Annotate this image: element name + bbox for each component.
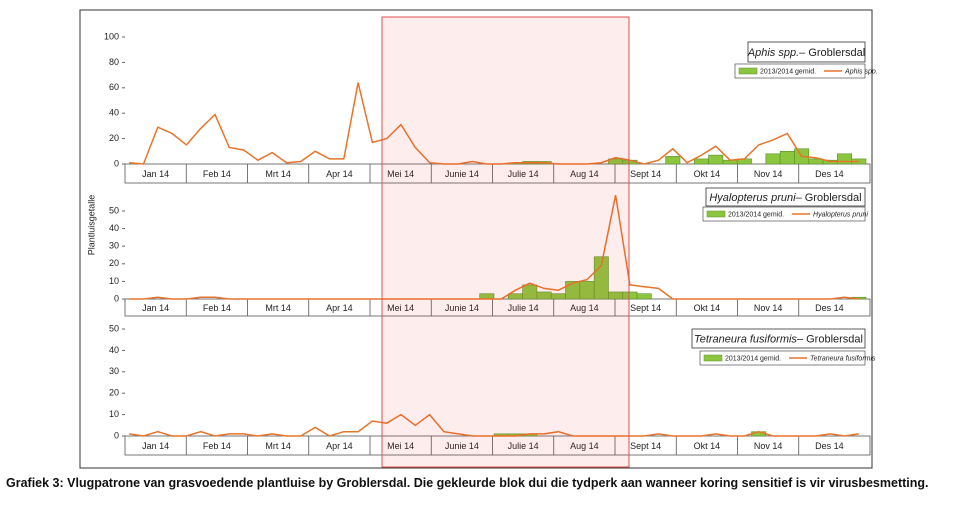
x-tick-label: Mrt 14 bbox=[265, 441, 291, 451]
x-tick-label: Sept 14 bbox=[630, 303, 661, 313]
legend-swatch bbox=[703, 354, 723, 362]
x-tick-label: Aug 14 bbox=[570, 169, 599, 179]
legend-label: Tetraneura fusiformis bbox=[810, 355, 876, 362]
legend-swatch bbox=[706, 210, 726, 218]
y-tick-label: 20 bbox=[109, 388, 119, 398]
y-tick-label: 10 bbox=[109, 276, 119, 286]
x-tick-label: Junie 14 bbox=[445, 169, 479, 179]
title-place: – Groblersdal bbox=[797, 333, 863, 345]
line bbox=[129, 82, 859, 165]
x-tick-label: Mrt 14 bbox=[265, 169, 291, 179]
title-species: Aphis spp. bbox=[747, 47, 799, 59]
legend-label: 2013/2014 gemid. bbox=[760, 68, 816, 75]
x-tick-label: Junie 14 bbox=[445, 303, 479, 313]
bar bbox=[665, 156, 681, 165]
x-tick-label: Des 14 bbox=[815, 441, 844, 451]
legend-swatch bbox=[738, 67, 758, 75]
x-tick-label: Apr 14 bbox=[326, 169, 353, 179]
panel-title: Aphis spp.– Groblersdal bbox=[747, 47, 865, 59]
x-tick-label: Sept 14 bbox=[630, 441, 661, 451]
title-species: Hyalopterus pruni bbox=[709, 192, 796, 204]
bar bbox=[694, 158, 709, 165]
bar bbox=[593, 256, 609, 300]
x-tick-label: Jan 14 bbox=[142, 169, 169, 179]
y-tick-label: 60 bbox=[109, 82, 119, 92]
x-tick-label: Junie 14 bbox=[445, 441, 479, 451]
y-tick-label: 10 bbox=[109, 409, 119, 419]
title-place: – Groblersdal bbox=[799, 47, 865, 59]
title-species: Tetraneura fusiformis bbox=[694, 333, 797, 345]
legend-label: 2013/2014 gemid. bbox=[728, 211, 784, 218]
legend-label: 2013/2014 gemid. bbox=[725, 355, 781, 362]
bar bbox=[779, 151, 795, 165]
x-tick-label: Mei 14 bbox=[387, 441, 414, 451]
x-tick-label: Julie 14 bbox=[508, 441, 539, 451]
legend-box bbox=[702, 206, 866, 222]
title-box bbox=[705, 187, 866, 207]
x-tick-label: Feb 14 bbox=[203, 441, 231, 451]
x-tick-label: Apr 14 bbox=[326, 303, 353, 313]
x-tick-label: Mei 14 bbox=[387, 169, 414, 179]
x-tick-label: Jan 14 bbox=[142, 441, 169, 451]
sensitive-period-block bbox=[381, 16, 630, 468]
x-tick-label: Nov 14 bbox=[754, 441, 783, 451]
y-tick-label: 20 bbox=[109, 258, 119, 268]
y-tick-label: 100 bbox=[104, 31, 119, 41]
line bbox=[129, 195, 859, 300]
y-tick-label: 20 bbox=[109, 133, 119, 143]
x-tick-label: Aug 14 bbox=[570, 441, 599, 451]
bar bbox=[837, 153, 852, 165]
caption: Grafiek 3: Vlugpatrone van grasvoedende … bbox=[6, 476, 929, 490]
y-tick-label: 40 bbox=[109, 223, 119, 233]
y-tick-label: 40 bbox=[109, 345, 119, 355]
legend-label: Hyalopterus pruni bbox=[813, 211, 868, 218]
legend-label: Aphis spp. bbox=[844, 68, 878, 75]
y-tick-label: 0 bbox=[114, 158, 119, 168]
y-tick-label: 50 bbox=[109, 323, 119, 333]
x-tick-label: Julie 14 bbox=[508, 303, 539, 313]
x-tick-label: Okt 14 bbox=[694, 441, 721, 451]
x-tick-label: Mrt 14 bbox=[265, 303, 291, 313]
x-tick-label: Apr 14 bbox=[326, 441, 353, 451]
frame bbox=[79, 9, 873, 469]
y-tick-label: 0 bbox=[114, 430, 119, 440]
title-box bbox=[747, 41, 866, 63]
x-tick-label: Des 14 bbox=[815, 303, 844, 313]
y-tick-label: 30 bbox=[109, 241, 119, 251]
bar bbox=[765, 153, 781, 165]
panel-title: Tetraneura fusiformis– Groblersdal bbox=[694, 333, 863, 345]
x-tick-label: Des 14 bbox=[815, 169, 844, 179]
title-place: – Groblersdal bbox=[796, 192, 862, 204]
y-tick-label: 30 bbox=[109, 366, 119, 376]
x-tick-label: Sept 14 bbox=[630, 169, 661, 179]
y-tick-label: 40 bbox=[109, 108, 119, 118]
legend-box bbox=[734, 63, 866, 79]
x-tick-label: Okt 14 bbox=[694, 303, 721, 313]
x-tick-label: Feb 14 bbox=[203, 303, 231, 313]
x-tick-label: Aug 14 bbox=[570, 303, 599, 313]
y-tick-label: 80 bbox=[109, 57, 119, 67]
x-tick-label: Nov 14 bbox=[754, 169, 783, 179]
x-tick-label: Okt 14 bbox=[694, 169, 721, 179]
title-box bbox=[691, 328, 866, 349]
y-tick-label: 0 bbox=[114, 293, 119, 303]
line bbox=[129, 413, 859, 437]
panel-title: Hyalopterus pruni– Groblersdal bbox=[709, 192, 861, 204]
bar bbox=[708, 154, 724, 165]
bar bbox=[636, 293, 652, 300]
y-tick-label: 50 bbox=[109, 205, 119, 215]
x-tick-label: Julie 14 bbox=[508, 169, 539, 179]
x-tick-label: Feb 14 bbox=[203, 169, 231, 179]
x-tick-label: Mei 14 bbox=[387, 303, 414, 313]
x-tick-label: Jan 14 bbox=[142, 303, 169, 313]
legend-box bbox=[699, 350, 866, 366]
y-axis-label: Plantluisgetalle bbox=[86, 195, 96, 256]
x-tick-label: Nov 14 bbox=[754, 303, 783, 313]
